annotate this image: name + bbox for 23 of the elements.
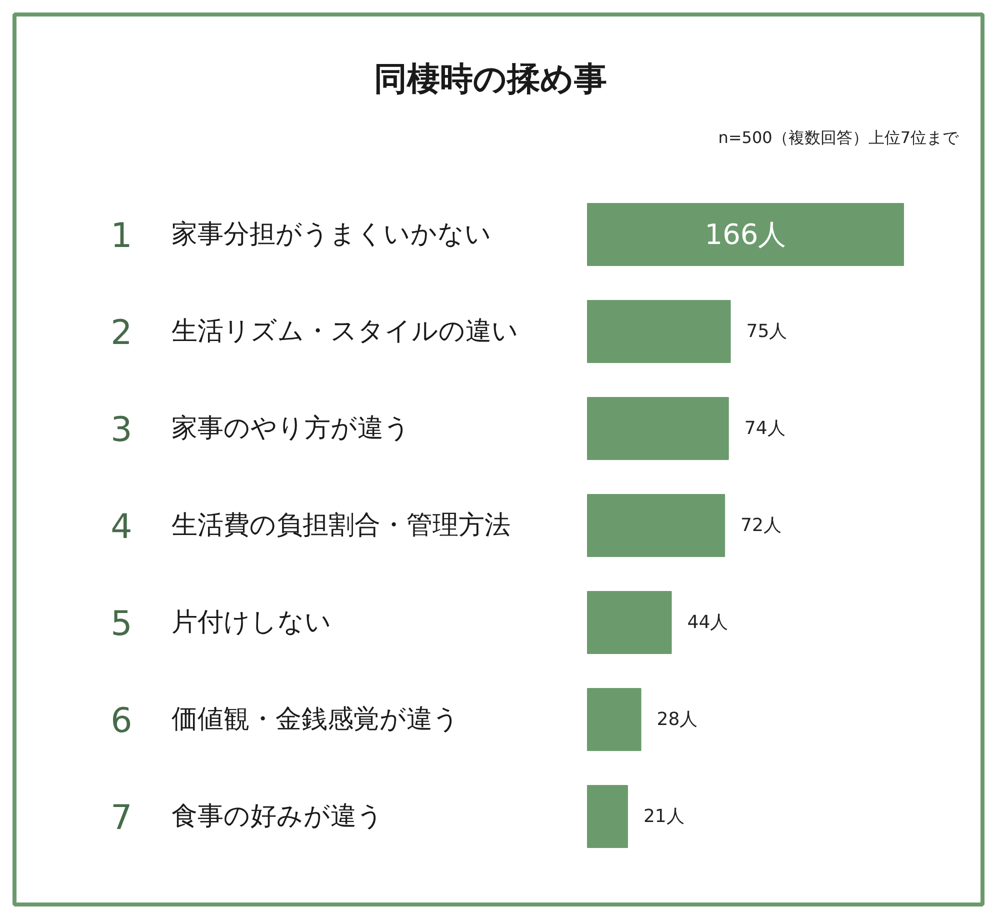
bar xyxy=(587,202,904,266)
data-label: 74人 xyxy=(744,418,786,439)
data-label: 75人 xyxy=(746,321,788,342)
data-label: 72人 xyxy=(740,515,782,536)
bar xyxy=(587,688,642,752)
bar xyxy=(587,300,731,364)
category-label: 5 片付けしない xyxy=(110,604,332,644)
data-label: 166人 xyxy=(704,218,786,251)
category-label: 2 生活リズム・スタイルの違い xyxy=(110,313,518,353)
bar xyxy=(587,784,628,848)
category-label: 7 食事の好みが違う xyxy=(110,798,384,838)
category-label: 4 生活費の負担割合・管理方法 xyxy=(110,507,510,547)
bar xyxy=(587,396,729,460)
bar xyxy=(587,590,672,654)
data-label: 28人 xyxy=(656,709,698,730)
chart-title: 同棲時の揉め事 xyxy=(374,59,607,98)
chart-subtitle: n=500（複数回答）上位7位まで xyxy=(718,128,960,147)
category-label: 3 家事のやり方が違う xyxy=(110,410,410,450)
data-label: 44人 xyxy=(687,612,728,633)
data-label: 21人 xyxy=(643,806,684,827)
category-label: 6 価値観・金銭感覚が違う xyxy=(110,701,460,741)
bar xyxy=(587,494,726,558)
category-label: 1 家事分担がうまくいかない xyxy=(110,216,492,256)
